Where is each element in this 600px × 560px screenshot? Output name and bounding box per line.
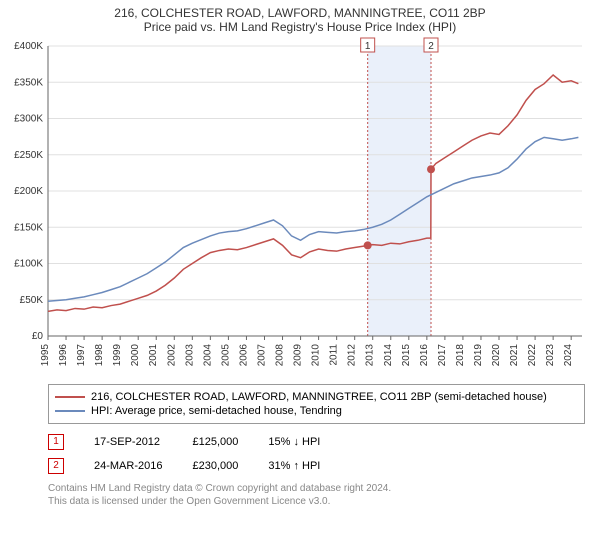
transaction-date: 17-SEP-2012 [94, 430, 192, 454]
chart-container: { "title_line1": "216, COLCHESTER ROAD, … [0, 0, 600, 508]
svg-text:2023: 2023 [545, 344, 556, 367]
svg-text:2003: 2003 [184, 344, 195, 367]
svg-text:1997: 1997 [76, 344, 87, 367]
svg-text:2001: 2001 [148, 344, 159, 367]
legend-label: HPI: Average price, semi-detached house,… [91, 405, 342, 417]
svg-text:2021: 2021 [509, 344, 520, 367]
svg-text:2: 2 [428, 41, 434, 52]
transactions-table: 1 17-SEP-2012 £125,000 15% ↓ HPI 2 24-MA… [48, 430, 350, 478]
line-chart: £0 £50K £100K £150K £200K £250K £300K £350K £400… [0, 36, 600, 376]
svg-text:2009: 2009 [293, 344, 304, 367]
transaction-delta: 15% ↓ HPI [268, 430, 350, 454]
svg-text:2022: 2022 [527, 344, 538, 367]
transaction-badge: 2 [48, 458, 64, 474]
svg-text:2024: 2024 [563, 344, 574, 367]
legend: 216, COLCHESTER ROAD, LAWFORD, MANNINGTR… [48, 384, 585, 424]
transaction-price: £125,000 [192, 430, 268, 454]
svg-text:1999: 1999 [112, 344, 123, 367]
svg-text:2013: 2013 [365, 344, 376, 367]
svg-text:2018: 2018 [455, 344, 466, 367]
chart-title-line1: 216, COLCHESTER ROAD, LAWFORD, MANNINGTR… [0, 6, 600, 20]
svg-text:2006: 2006 [238, 344, 249, 367]
transaction-date: 24-MAR-2016 [94, 454, 192, 478]
svg-text:2000: 2000 [130, 344, 141, 367]
svg-text:£300K: £300K [14, 114, 43, 125]
svg-text:1996: 1996 [58, 344, 69, 367]
svg-text:2016: 2016 [419, 344, 430, 367]
svg-text:£0: £0 [32, 331, 44, 342]
legend-swatch [55, 410, 85, 412]
legend-swatch [55, 396, 85, 398]
legend-item: HPI: Average price, semi-detached house,… [55, 405, 578, 417]
svg-text:1998: 1998 [94, 344, 105, 367]
svg-text:2020: 2020 [491, 344, 502, 367]
table-row: 1 17-SEP-2012 £125,000 15% ↓ HPI [48, 430, 350, 454]
svg-text:£100K: £100K [14, 259, 43, 270]
svg-text:2007: 2007 [256, 344, 267, 367]
svg-text:2015: 2015 [401, 344, 412, 367]
svg-text:2002: 2002 [166, 344, 177, 367]
svg-text:2019: 2019 [473, 344, 484, 367]
svg-text:2017: 2017 [437, 344, 448, 367]
svg-text:2004: 2004 [202, 344, 213, 367]
svg-text:£400K: £400K [14, 41, 43, 52]
transaction-price: £230,000 [192, 454, 268, 478]
svg-text:£150K: £150K [14, 222, 43, 233]
table-row: 2 24-MAR-2016 £230,000 31% ↑ HPI [48, 454, 350, 478]
transaction-badge: 1 [48, 434, 64, 450]
svg-text:2010: 2010 [311, 344, 322, 367]
footnote-line: This data is licensed under the Open Gov… [48, 495, 585, 508]
svg-text:2014: 2014 [383, 344, 394, 367]
transaction-delta: 31% ↑ HPI [268, 454, 350, 478]
legend-label: 216, COLCHESTER ROAD, LAWFORD, MANNINGTR… [91, 391, 547, 403]
svg-text:£250K: £250K [14, 150, 43, 161]
svg-text:£200K: £200K [14, 186, 43, 197]
svg-text:1: 1 [365, 41, 371, 52]
svg-text:1995: 1995 [40, 344, 51, 367]
svg-text:2012: 2012 [347, 344, 358, 367]
footnote: Contains HM Land Registry data © Crown c… [48, 482, 585, 508]
chart-title-line2: Price paid vs. HM Land Registry's House … [0, 20, 600, 34]
svg-text:2008: 2008 [275, 344, 286, 367]
svg-text:2011: 2011 [329, 344, 340, 366]
svg-text:£350K: £350K [14, 77, 43, 88]
footnote-line: Contains HM Land Registry data © Crown c… [48, 482, 585, 495]
svg-text:£50K: £50K [20, 295, 44, 306]
legend-item: 216, COLCHESTER ROAD, LAWFORD, MANNINGTR… [55, 391, 578, 403]
svg-text:2005: 2005 [220, 344, 231, 367]
